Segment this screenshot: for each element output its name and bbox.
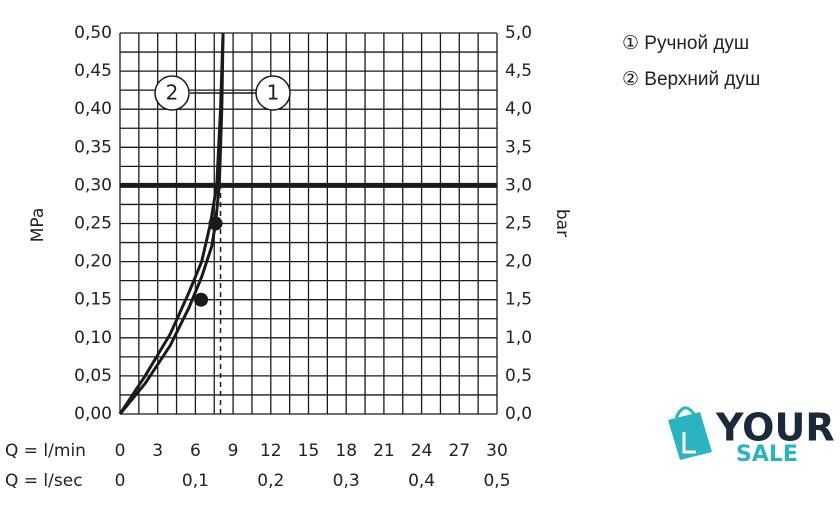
y-tick-label: 0,10 xyxy=(74,328,112,348)
point xyxy=(208,216,223,231)
y2-tick-label: 4,5 xyxy=(505,61,532,81)
x-axis-label: Q = l/min xyxy=(5,441,86,461)
y2-tick-label: 1,0 xyxy=(505,328,532,348)
y-tick-label: 0,45 xyxy=(74,61,112,81)
callout-label: 1 xyxy=(267,81,280,105)
x2-tick-label: 0,3 xyxy=(333,471,360,491)
x-tick-label: 9 xyxy=(228,441,239,461)
y-tick-label: 0,50 xyxy=(74,23,112,43)
callout-circle xyxy=(255,75,291,111)
line xyxy=(118,32,225,415)
x-tick-label: 30 xyxy=(486,441,508,461)
y-tick-label: 0,35 xyxy=(74,137,112,157)
y2-tick-label: 0,5 xyxy=(505,366,532,386)
y2-tick-label: 1,5 xyxy=(505,290,532,310)
y2-tick-label: 5,0 xyxy=(505,23,532,43)
y2-tick-label: 2,5 xyxy=(505,214,532,234)
x-tick-label: 18 xyxy=(335,441,357,461)
callout-circle xyxy=(154,75,190,111)
y-tick-label: 0,40 xyxy=(74,99,112,119)
x2-tick-label: 0,1 xyxy=(182,471,209,491)
x-tick-label: 15 xyxy=(298,441,320,461)
legend-entry: ① Ручной душ xyxy=(622,33,749,54)
x2-tick-label: 0,4 xyxy=(408,471,435,491)
watermark: SALE xyxy=(736,442,798,467)
logo-icon xyxy=(668,406,712,460)
x2-axis-label: Q = l/sec xyxy=(5,471,83,491)
y-tick-label: 0,20 xyxy=(74,252,112,272)
y2-tick-label: 4,0 xyxy=(505,99,532,119)
x-tick-label: 12 xyxy=(260,441,282,461)
x-tick-label: 27 xyxy=(448,441,470,461)
y2-axis-label: bar xyxy=(552,209,572,237)
watermark: YOUR xyxy=(715,406,835,450)
x-tick-label: 6 xyxy=(190,441,201,461)
y-tick-label: 0,05 xyxy=(74,366,112,386)
x-tick-label: 0 xyxy=(115,441,126,461)
y-axis-label: MPa xyxy=(28,208,48,243)
point xyxy=(194,292,209,307)
y2-tick-label: 3,5 xyxy=(505,137,532,157)
x2-tick-label: 0,5 xyxy=(483,471,510,491)
legend-entry: ② Верхний душ xyxy=(622,69,760,90)
y2-tick-label: 2,0 xyxy=(505,252,532,272)
x-tick-label: 24 xyxy=(411,441,433,461)
y-tick-label: 0,15 xyxy=(74,290,112,310)
y-tick-label: 0,00 xyxy=(74,404,112,424)
x2-tick-label: 0 xyxy=(115,471,126,491)
x-tick-label: 21 xyxy=(373,441,395,461)
callout-label: 2 xyxy=(166,81,179,105)
y2-tick-label: 3,0 xyxy=(505,175,532,195)
y2-tick-label: 0,0 xyxy=(505,404,532,424)
x2-tick-label: 0,2 xyxy=(257,471,284,491)
line xyxy=(118,32,225,415)
y-tick-label: 0,30 xyxy=(74,175,112,195)
x-tick-label: 3 xyxy=(152,441,163,461)
y-tick-label: 0,25 xyxy=(74,214,112,234)
